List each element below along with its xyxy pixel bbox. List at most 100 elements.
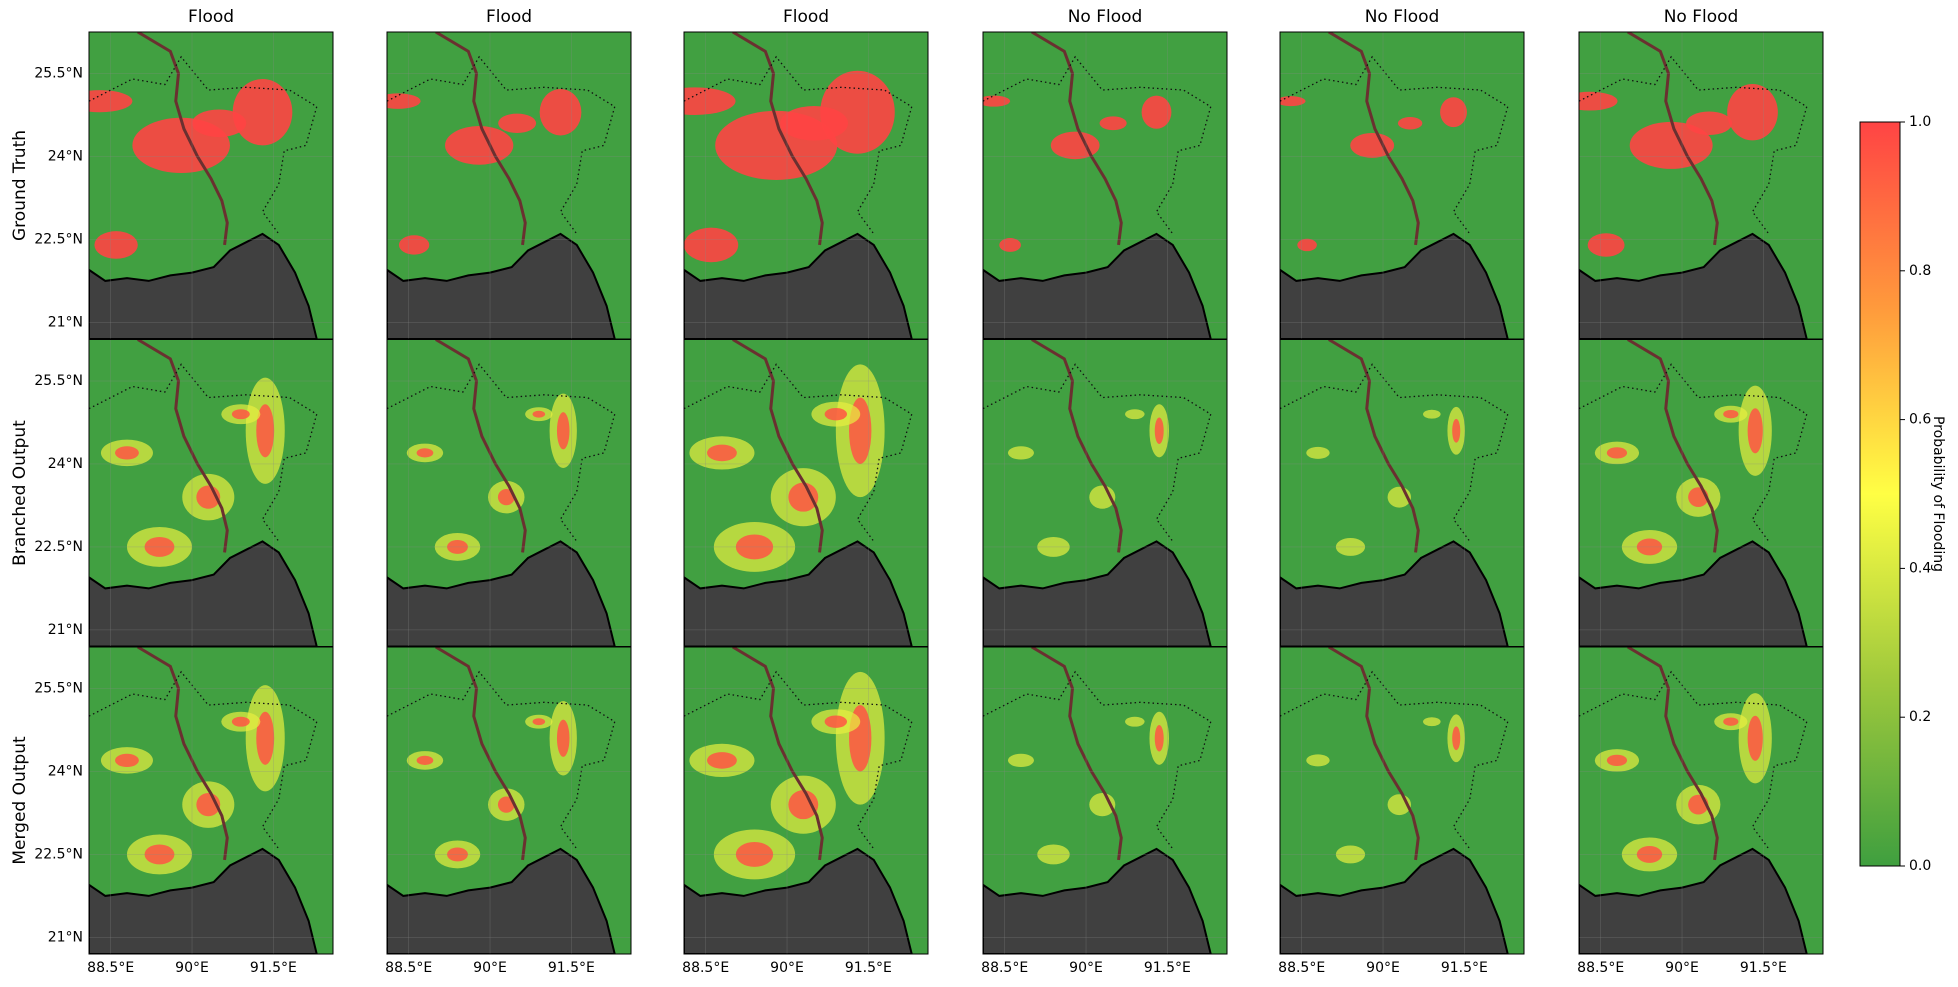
panel-frame [386, 646, 632, 955]
flood-area [1723, 717, 1739, 726]
flood-area [1606, 447, 1628, 459]
panel-frame [683, 646, 929, 955]
column-title: No Flood [1365, 7, 1440, 27]
border [1579, 670, 1808, 850]
river [435, 339, 527, 553]
sea [983, 847, 1212, 954]
column-title: No Flood [1664, 7, 1739, 27]
flood-area [1154, 724, 1164, 752]
flood-area [556, 719, 570, 757]
y-tick-label: 25.5°N [34, 373, 83, 389]
map-panel [983, 647, 1227, 954]
flood-area [1306, 754, 1330, 767]
x-tick-label: 88.5°E [682, 960, 729, 976]
colorbar-tick-label: 0.4 [1909, 560, 1931, 576]
river [137, 339, 229, 553]
flood-area [1007, 753, 1034, 768]
y-tick-label: 21°N [48, 929, 83, 945]
map-panel [387, 32, 631, 339]
border [684, 55, 913, 235]
border [684, 670, 913, 850]
flood-area [1606, 754, 1628, 767]
colorbar-tick-label: 0.0 [1909, 858, 1931, 874]
flood-area [1747, 715, 1763, 761]
flood-area [1727, 83, 1778, 141]
river [137, 647, 229, 861]
flood-area [684, 87, 736, 115]
map-panel [1579, 339, 1823, 647]
river [1328, 647, 1420, 861]
river [732, 339, 824, 553]
panel-frame [982, 646, 1228, 955]
flood-area [497, 489, 515, 506]
colorbar-tick-label: 0.2 [1909, 709, 1931, 725]
panel-frame [88, 646, 334, 955]
flood-area [983, 95, 1011, 107]
flood-area [1629, 121, 1713, 169]
y-tick-label: 24°N [48, 456, 83, 472]
flood-area [707, 752, 737, 769]
sea [1280, 232, 1509, 339]
colorbar-label: Probability of Flooding [1930, 416, 1946, 572]
y-tick-label: 22.5°N [34, 539, 83, 555]
river [732, 647, 824, 861]
column-title: Flood [188, 7, 234, 27]
flood-area [256, 711, 275, 765]
flood-area [707, 444, 737, 462]
flood-area [1280, 96, 1306, 107]
y-tick-label: 25.5°N [34, 680, 83, 696]
flood-area [999, 238, 1021, 252]
border [1280, 55, 1509, 235]
border [89, 670, 318, 850]
flood-area [498, 113, 537, 133]
border [387, 55, 616, 235]
flood-area [1440, 97, 1467, 128]
border [983, 670, 1212, 850]
x-tick-label: 88.5°E [385, 960, 432, 976]
x-tick-label: 88.5°E [87, 960, 134, 976]
sea [1579, 847, 1808, 954]
map-panel [1579, 32, 1823, 339]
colorbar [1859, 121, 1901, 867]
border [89, 55, 318, 235]
flood-area [1579, 91, 1618, 111]
river [1031, 32, 1123, 246]
map-panel [89, 647, 333, 954]
x-tick-label: 90°E [770, 960, 804, 976]
sea [89, 232, 318, 339]
flood-area [1452, 726, 1461, 751]
flood-area [824, 407, 848, 421]
flood-area [1125, 409, 1145, 420]
map-panel [1280, 339, 1524, 647]
x-tick-label: 91.5°E [1441, 960, 1488, 976]
flood-area [192, 109, 247, 138]
x-tick-label: 88.5°E [1577, 960, 1624, 976]
x-tick-label: 90°E [473, 960, 507, 976]
x-tick-label: 90°E [1665, 960, 1699, 976]
flood-area [824, 715, 848, 728]
map-panel [684, 339, 928, 647]
flood-area [1099, 116, 1127, 131]
map-panel [1579, 647, 1823, 954]
y-tick-label: 24°N [48, 763, 83, 779]
panel-frame [1279, 646, 1525, 955]
flood-area [1423, 409, 1441, 419]
flood-area [532, 410, 546, 418]
x-tick-label: 91.5°E [1144, 960, 1191, 976]
y-tick-label: 25.5°N [34, 65, 83, 81]
flood-area [539, 88, 582, 136]
river [732, 32, 824, 246]
flood-area [1686, 111, 1733, 136]
x-tick-label: 88.5°E [981, 960, 1028, 976]
flood-area [684, 227, 739, 263]
colorbar-tick-label: 1.0 [1909, 114, 1931, 130]
sea [387, 540, 616, 647]
colorbar-tick-label: 0.8 [1909, 263, 1931, 279]
river [1031, 339, 1123, 553]
colorbar-tick-label: 0.6 [1909, 412, 1931, 428]
sea [1579, 540, 1808, 647]
flood-area [788, 790, 819, 820]
flood-area [256, 404, 275, 458]
river [1627, 647, 1719, 861]
map-panel [684, 647, 928, 954]
